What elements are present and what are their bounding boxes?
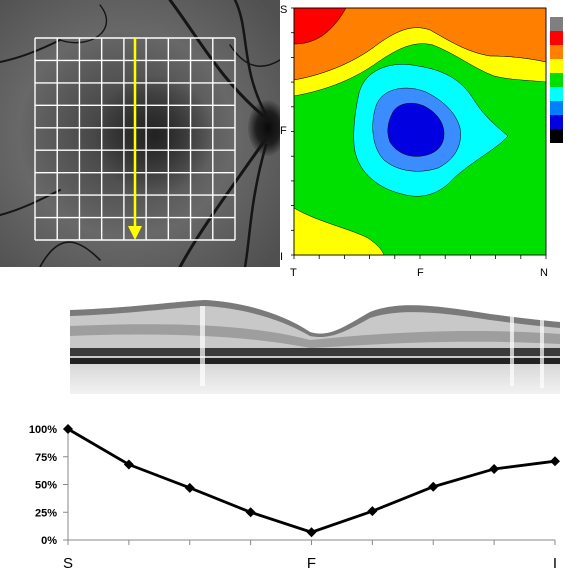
chart-y-tick-labels: 0% 25% 50% 75% 100% (29, 424, 68, 547)
series-points (63, 424, 560, 538)
thickness-profile-chart: 0% 25% 50% 75% 100% S F I (29, 424, 560, 570)
retina-middle-band (70, 324, 560, 348)
contour-plot-area (293, 7, 547, 256)
colorbar-swatch (550, 45, 563, 59)
y-tick-label: 0% (41, 535, 57, 547)
y-tick-label: 100% (29, 424, 57, 436)
choroid-speckle (70, 364, 560, 394)
chart-axes (67, 429, 555, 541)
data-point-marker (489, 463, 500, 474)
colorbar-swatch (550, 101, 563, 115)
oct-bscan-image (70, 296, 560, 411)
x-tick-label: I (553, 555, 557, 570)
x-tick-label: F (307, 555, 316, 570)
axis-label-n: N (540, 267, 548, 279)
fundus-image (0, 0, 280, 267)
colorbar-swatch (550, 17, 563, 31)
axis-label-f-bottom: F (417, 267, 424, 279)
colorbar-swatch (550, 31, 563, 45)
axis-label-s: S (280, 4, 287, 16)
colorbar-swatch (550, 73, 563, 87)
data-point-marker (550, 456, 560, 467)
contour-level-darkblue (387, 103, 445, 157)
colorbar-swatch (550, 115, 563, 129)
fovea-shadow (95, 75, 215, 195)
optic-disc (248, 100, 280, 156)
retina-nerve-fiber-layer (70, 300, 560, 338)
data-point-marker (63, 424, 73, 434)
contour-axes (291, 7, 547, 259)
colorbar-swatch (550, 129, 563, 143)
data-point-marker (245, 507, 256, 518)
data-point-marker (428, 481, 439, 492)
choroid-band (70, 358, 560, 364)
vessel-shadows (200, 306, 544, 388)
data-point-marker (367, 506, 378, 517)
scan-arrow (128, 38, 142, 240)
data-point-marker (306, 527, 317, 538)
y-tick-label: 25% (35, 507, 57, 519)
contour-level-yellow-bottom (293, 207, 385, 256)
color-scale-bar (550, 17, 563, 143)
colorbar-swatch (550, 59, 563, 73)
y-tick-label: 50% (35, 480, 57, 492)
axis-label-f-left: F (280, 125, 287, 137)
data-point-marker (123, 459, 134, 470)
data-point-marker (184, 482, 195, 493)
rpe-band (70, 348, 560, 356)
axis-label-t: T (290, 267, 297, 279)
series-line (67, 427, 556, 534)
colorbar-swatch (550, 87, 563, 101)
x-tick-label: S (63, 555, 73, 570)
axis-label-i: I (280, 251, 283, 263)
contour-map: S F I T F N (280, 4, 563, 279)
y-tick-label: 75% (35, 452, 57, 464)
